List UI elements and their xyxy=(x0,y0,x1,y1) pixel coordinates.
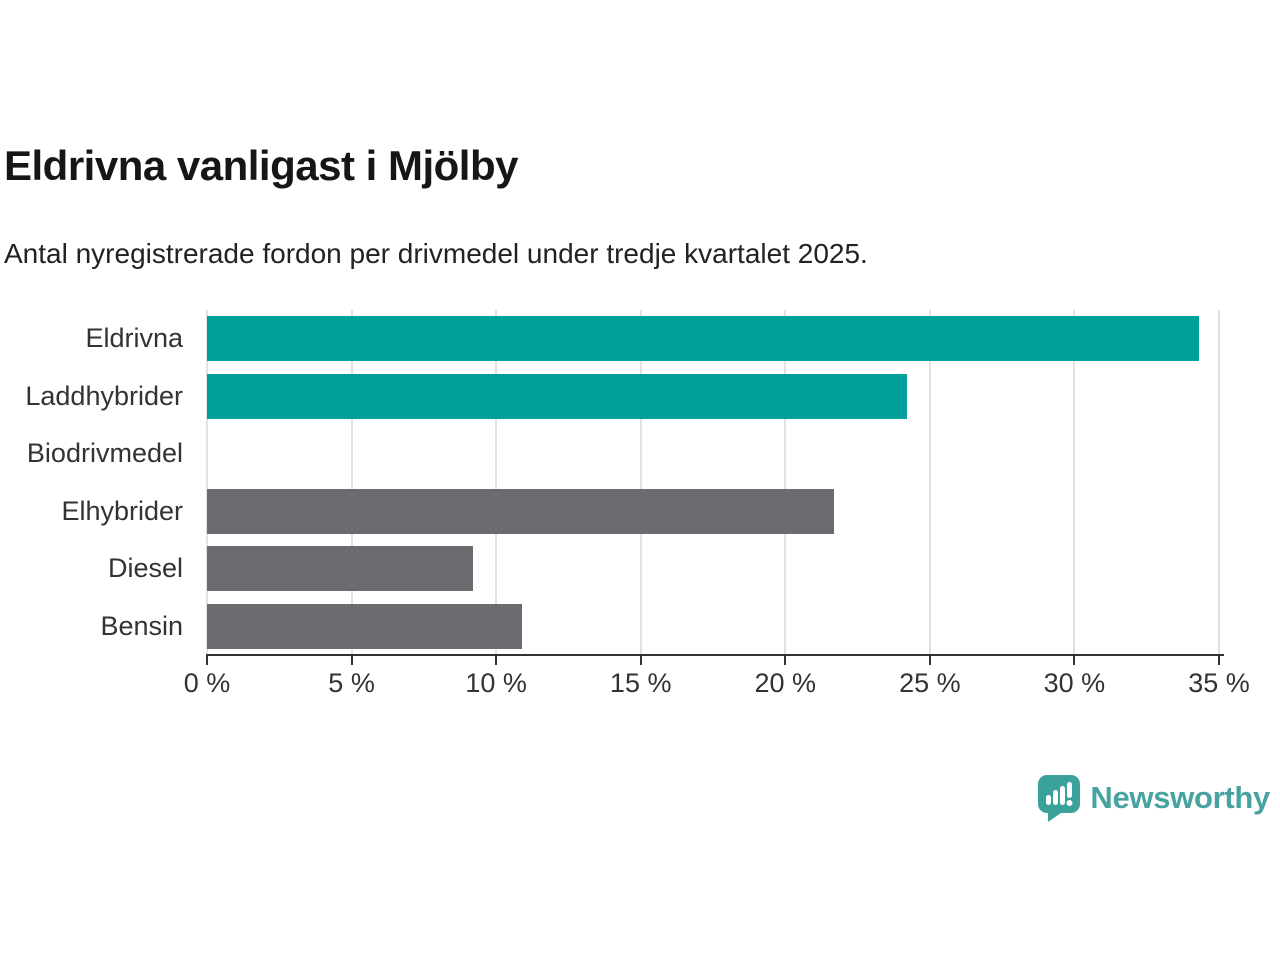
tick-mark-20 xyxy=(784,656,787,665)
tick-mark-35 xyxy=(1218,656,1220,665)
bar-row-elhybrider xyxy=(207,483,1219,541)
bar-diesel xyxy=(207,546,473,591)
tick-mark-10 xyxy=(495,656,498,665)
gridline-5 xyxy=(350,310,353,655)
gridline-30 xyxy=(1073,310,1076,655)
x-axis-ticks: 0 % 5 % 10 % 15 % 20 % 25 % 30 % 35 % xyxy=(184,656,1250,706)
tick-mark-15 xyxy=(639,656,642,665)
category-label-biodrivmedel: Biodrivmedel xyxy=(26,438,183,469)
gridline-35 xyxy=(1218,310,1220,655)
newsworthy-wordmark: Newsworthy xyxy=(1090,780,1270,815)
chart-title: Eldrivna vanligast i Mjölby xyxy=(4,142,518,189)
category-label-bensin: Bensin xyxy=(100,610,183,641)
bar-elhybrider xyxy=(207,488,835,534)
tick-mark-30 xyxy=(1073,656,1076,665)
bar-rows xyxy=(207,310,1219,655)
category-label-laddhybrider: Laddhybrider xyxy=(25,380,183,411)
tick-label-20: 20 % xyxy=(754,668,817,698)
gridline-15 xyxy=(639,310,642,655)
tick-label-35: 35 % xyxy=(1188,668,1250,698)
bar-eldrivna xyxy=(207,316,1199,361)
tick-label-30: 30 % xyxy=(1043,668,1106,698)
tick-mark-0 xyxy=(206,656,208,665)
bar-row-biodrivmedel xyxy=(207,425,1219,483)
tick-mark-5 xyxy=(350,656,353,665)
bar-row-diesel xyxy=(207,540,1219,598)
category-label-elhybrider: Elhybrider xyxy=(61,495,183,526)
bar-row-bensin xyxy=(207,598,1219,656)
newsworthy-speech-bubble-chart-icon xyxy=(1038,775,1081,822)
bar-row-eldrivna xyxy=(207,310,1219,368)
tick-label-10: 10 % xyxy=(465,668,527,698)
tick-label-15: 15 % xyxy=(609,668,672,698)
tick-label-25: 25 % xyxy=(899,668,961,698)
plot-area xyxy=(206,310,1220,655)
gridline-0 xyxy=(206,310,208,655)
category-axis-labels: Eldrivna Laddhybrider Biodrivmedel Elhybrid… xyxy=(0,310,195,655)
chart-subtitle: Antal nyregistrerade fordon per drivmede… xyxy=(4,238,868,269)
bar-bensin xyxy=(207,603,523,649)
bar-laddhybrider xyxy=(207,373,907,419)
category-label-diesel: Diesel xyxy=(107,553,183,584)
category-label-eldrivna: Eldrivna xyxy=(85,323,183,354)
gridline-25 xyxy=(928,310,931,655)
tick-label-5: 5 % xyxy=(328,668,375,698)
x-axis-line xyxy=(206,654,1224,656)
gridline-20 xyxy=(784,310,787,655)
gridline-10 xyxy=(495,310,498,655)
tick-mark-25 xyxy=(928,656,931,665)
tick-label-0: 0 % xyxy=(183,668,231,698)
newsworthy-logo: Newsworthy xyxy=(1037,774,1270,822)
bar-row-laddhybrider xyxy=(207,368,1219,426)
